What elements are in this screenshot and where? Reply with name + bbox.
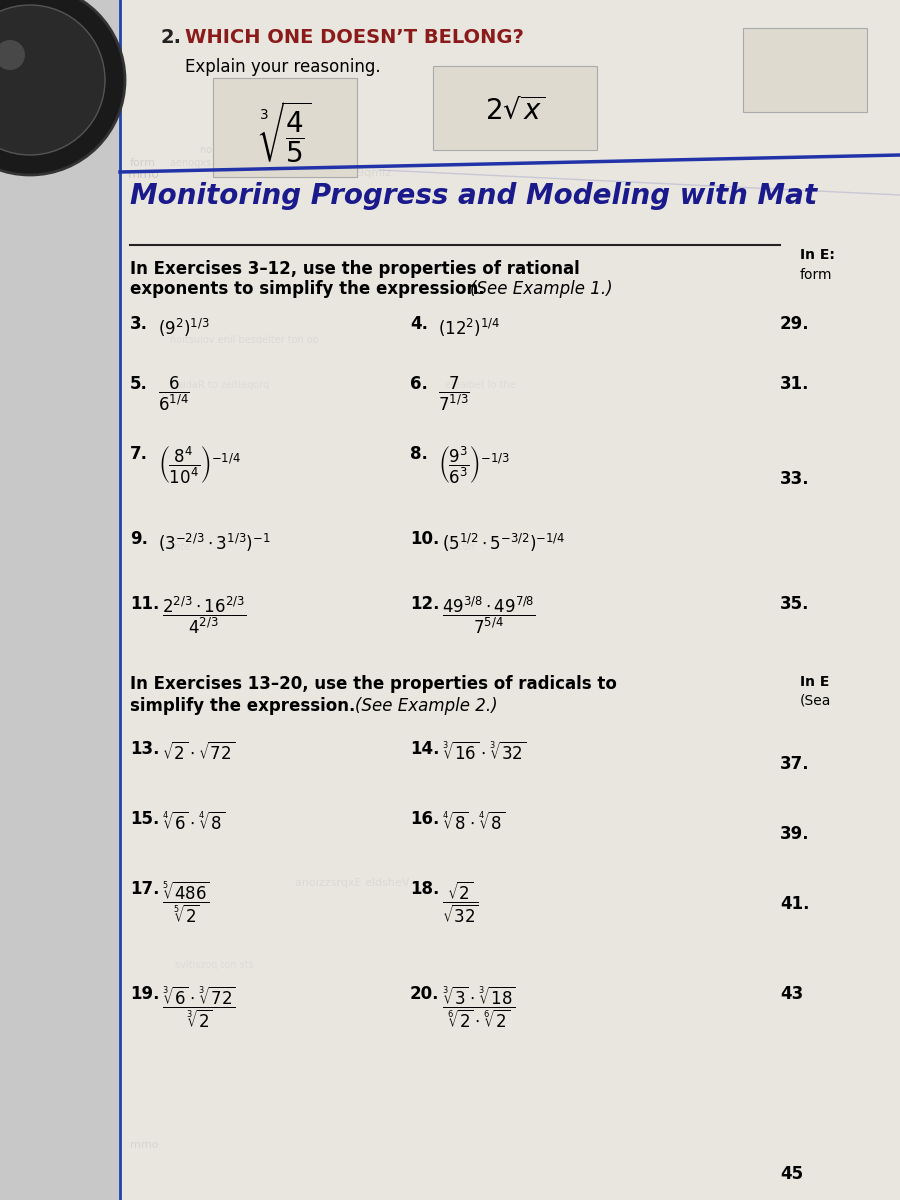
Text: svsildahor lle 9qmiz: svsildahor lle 9qmiz [280, 168, 392, 178]
Text: 31.: 31. [780, 374, 809, 392]
Text: 29.: 29. [780, 314, 810, 332]
Text: 5.: 5. [130, 374, 148, 392]
Text: 33.: 33. [780, 470, 810, 488]
Text: 6.: 6. [410, 374, 428, 392]
Text: $\left(\dfrac{9^3}{6^3}\right)^{-1/3}$: $\left(\dfrac{9^3}{6^3}\right)^{-1/3}$ [438, 445, 510, 486]
Circle shape [0, 40, 25, 70]
Text: 8.: 8. [410, 445, 428, 463]
Text: In E:: In E: [800, 248, 835, 262]
Text: Monitoring Progress and Modeling with Mat: Monitoring Progress and Modeling with Ma… [130, 182, 817, 210]
Text: 13.: 13. [130, 740, 159, 758]
Text: form: form [130, 158, 156, 168]
Text: $\dfrac{\sqrt[5]{486}}{\sqrt[5]{2}}$: $\dfrac{\sqrt[5]{486}}{\sqrt[5]{2}}$ [162, 880, 210, 925]
FancyBboxPatch shape [433, 66, 597, 150]
Text: exponents to simplify the expression.: exponents to simplify the expression. [130, 280, 490, 298]
Text: s ente: s ente [160, 542, 191, 552]
Text: $(5^{1/2} \cdot 5^{-3/2})^{-1/4}$: $(5^{1/2} \cdot 5^{-3/2})^{-1/4}$ [442, 532, 565, 554]
FancyBboxPatch shape [743, 28, 867, 112]
Text: $\dfrac{2^{2/3} \cdot 16^{2/3}}{4^{2/3}}$: $\dfrac{2^{2/3} \cdot 16^{2/3}}{4^{2/3}}… [162, 595, 247, 636]
Text: 10.: 10. [410, 530, 439, 548]
Text: anoizzsrqxE eldsheV: anoizzsrqxE eldsheV [295, 878, 410, 888]
Text: $2\sqrt{x}$: $2\sqrt{x}$ [484, 97, 545, 125]
Text: 14.: 14. [410, 740, 439, 758]
Text: $(9^2)^{1/3}$: $(9^2)^{1/3}$ [158, 317, 210, 340]
Text: eleaibet lo the: eleaibet lo the [445, 380, 516, 390]
Text: $\dfrac{\sqrt[3]{6} \cdot \sqrt[3]{72}}{\sqrt[3]{2}}$: $\dfrac{\sqrt[3]{6} \cdot \sqrt[3]{72}}{… [162, 985, 236, 1031]
Text: $(12^2)^{1/4}$: $(12^2)^{1/4}$ [438, 317, 500, 340]
Text: In E: In E [800, 674, 830, 689]
Text: 41.: 41. [780, 895, 809, 913]
Text: form: form [800, 268, 832, 282]
Text: 1016n: 1016n [445, 542, 476, 552]
Text: $\dfrac{7}{7^{1/3}}$: $\dfrac{7}{7^{1/3}}$ [438, 374, 470, 413]
Text: 17.: 17. [130, 880, 159, 898]
FancyBboxPatch shape [213, 78, 357, 176]
Text: $\dfrac{\sqrt[3]{3} \cdot \sqrt[3]{18}}{\sqrt[6]{2} \cdot \sqrt[6]{2}}$: $\dfrac{\sqrt[3]{3} \cdot \sqrt[3]{18}}{… [442, 985, 516, 1031]
Text: aenoqxs ede ytilqmiz sm: aenoqxs ede ytilqmiz sm [170, 158, 292, 168]
Text: 20.: 20. [410, 985, 439, 1003]
Text: $\sqrt{2} \cdot \sqrt{72}$: $\sqrt{2} \cdot \sqrt{72}$ [162, 742, 235, 764]
Text: $\dfrac{6}{6^{1/4}}$: $\dfrac{6}{6^{1/4}}$ [158, 374, 190, 413]
Circle shape [0, 5, 105, 155]
Text: noitsulov enil besqelter ton ob: noitsulov enil besqelter ton ob [170, 335, 319, 346]
Text: slsidaR to zeitleqorq: slsidaR to zeitleqorq [170, 380, 269, 390]
Text: 2.: 2. [160, 28, 181, 47]
Text: 35.: 35. [780, 595, 809, 613]
Text: mmo: mmo [128, 168, 160, 181]
Text: $\sqrt[3]{16} \cdot \sqrt[3]{32}$: $\sqrt[3]{16} \cdot \sqrt[3]{32}$ [442, 742, 526, 764]
Text: Explain your reasoning.: Explain your reasoning. [185, 58, 381, 76]
Text: In Exercises 3–12, use the properties of rational: In Exercises 3–12, use the properties of… [130, 260, 580, 278]
Polygon shape [120, 0, 900, 1200]
Text: 16.: 16. [410, 810, 439, 828]
Text: nolzsmqxs tls 9zilqmiz: nolzsmqxs tls 9zilqmiz [200, 145, 310, 155]
Text: (See Example 2.): (See Example 2.) [355, 697, 498, 715]
Text: $\dfrac{\sqrt{2}}{\sqrt{32}}$: $\dfrac{\sqrt{2}}{\sqrt{32}}$ [442, 880, 479, 925]
Text: 19.: 19. [130, 985, 159, 1003]
Text: 11.: 11. [130, 595, 159, 613]
Text: 4.: 4. [410, 314, 428, 332]
Text: $\sqrt[4]{8} \cdot \sqrt[4]{8}$: $\sqrt[4]{8} \cdot \sqrt[4]{8}$ [442, 812, 505, 834]
Text: (See Example 1.): (See Example 1.) [470, 280, 613, 298]
Text: 3.: 3. [130, 314, 148, 332]
Text: 37.: 37. [780, 755, 810, 773]
Text: mmo: mmo [130, 1140, 158, 1150]
Text: $\left(\dfrac{8^4}{10^4}\right)^{-1/4}$: $\left(\dfrac{8^4}{10^4}\right)^{-1/4}$ [158, 445, 241, 486]
Circle shape [0, 0, 125, 175]
Text: $\sqrt[3]{\dfrac{4}{5}}$: $\sqrt[3]{\dfrac{4}{5}}$ [258, 100, 312, 166]
Text: 15.: 15. [130, 810, 159, 828]
Text: 12.: 12. [410, 595, 439, 613]
Text: 43: 43 [780, 985, 803, 1003]
Text: 39.: 39. [780, 826, 810, 842]
Text: simplify the expression.: simplify the expression. [130, 697, 361, 715]
Text: 7.: 7. [130, 445, 148, 463]
Text: $\sqrt[4]{6} \cdot \sqrt[4]{8}$: $\sqrt[4]{6} \cdot \sqrt[4]{8}$ [162, 812, 225, 834]
Text: In Exercises 13–20, use the properties of radicals to: In Exercises 13–20, use the properties o… [130, 674, 616, 692]
Text: 45: 45 [780, 1165, 803, 1183]
Text: (Sea: (Sea [800, 692, 832, 707]
Text: $\dfrac{49^{3/8} \cdot 49^{7/8}}{7^{5/4}}$: $\dfrac{49^{3/8} \cdot 49^{7/8}}{7^{5/4}… [442, 595, 536, 636]
Text: svitiszoq ton sts: svitiszoq ton sts [175, 960, 254, 970]
Text: WHICH ONE DOESN’T BELONG?: WHICH ONE DOESN’T BELONG? [185, 28, 524, 47]
Text: $(3^{-2/3} \cdot 3^{1/3})^{-1}$: $(3^{-2/3} \cdot 3^{1/3})^{-1}$ [158, 532, 271, 554]
Text: 9.: 9. [130, 530, 148, 548]
Text: 18.: 18. [410, 880, 439, 898]
